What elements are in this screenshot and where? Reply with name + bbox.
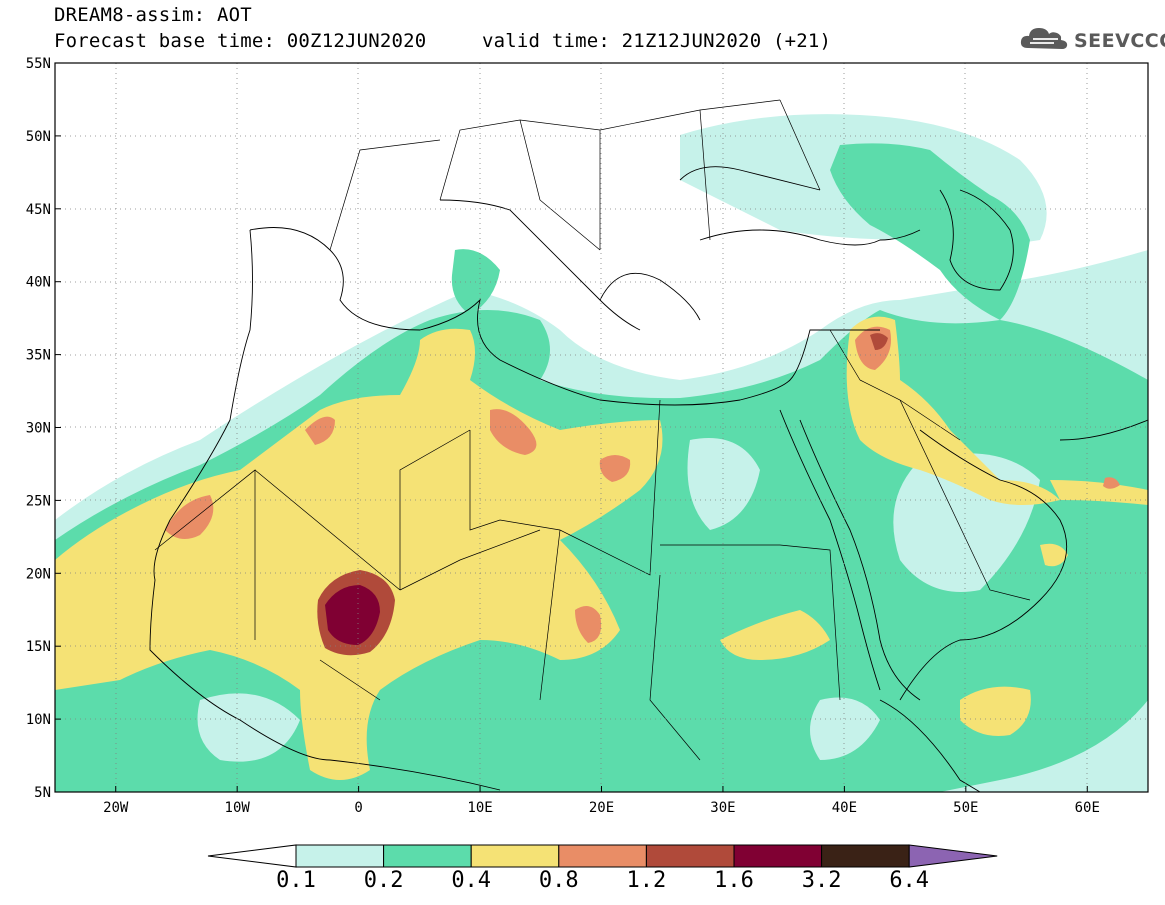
forecast-times: Forecast base time: 00Z12JUN2020 valid ti… xyxy=(54,30,831,52)
lon-tick-label: 20E xyxy=(589,800,614,816)
lat-tick-label: 55N xyxy=(26,56,51,72)
colorbar-label: 0.2 xyxy=(363,868,404,893)
lon-tick-label: 30E xyxy=(710,800,735,816)
lon-tick-label: 0 xyxy=(354,800,362,816)
lon-tick-label: 10W xyxy=(225,800,251,816)
colorbar-swatch xyxy=(383,844,472,868)
colorbar-swatch xyxy=(733,844,823,868)
seevccc-logo: SEEVCCC xyxy=(1018,22,1165,58)
colorbar-swatch xyxy=(558,844,647,868)
lon-tick-label: 60E xyxy=(1075,800,1100,816)
lat-tick-label: 30N xyxy=(26,421,51,437)
lat-tick-label: 35N xyxy=(26,348,51,364)
lat-tick-label: 25N xyxy=(26,493,51,509)
colorbar xyxy=(207,844,998,868)
aot-band-1.6 xyxy=(325,585,380,645)
colorbar-swatch xyxy=(821,844,910,868)
valid-time-label: valid time: 21Z12JUN2020 (+21) xyxy=(482,30,832,52)
colorbar-swatch xyxy=(295,844,385,868)
colorbar-label: 6.4 xyxy=(889,868,930,893)
lon-tick-label: 20W xyxy=(103,800,129,816)
map-title: DREAM8-assim: AOT xyxy=(54,4,252,26)
colorbar-label: 0.8 xyxy=(538,868,579,893)
aot-band-1.2-iraq xyxy=(870,333,888,350)
lat-tick-label: 40N xyxy=(26,275,51,291)
graticule xyxy=(55,63,1148,792)
aot-fields xyxy=(55,63,1148,792)
colorbar-label: 1.6 xyxy=(714,868,754,893)
colorbar-min-arrow xyxy=(207,844,297,868)
coastlines xyxy=(149,166,1148,792)
colorbar-label: 1.2 xyxy=(626,868,667,893)
lat-tick-label: 45N xyxy=(26,202,51,218)
lon-tick-label: 40E xyxy=(832,800,857,816)
lon-tick-label: 50E xyxy=(953,800,978,816)
colorbar-label: 0.4 xyxy=(451,868,492,893)
lon-tick-label: 10E xyxy=(467,800,492,816)
lat-tick-label: 15N xyxy=(26,639,51,655)
aot-band-0.8 xyxy=(165,326,1120,643)
colorbar-swatch xyxy=(470,844,560,868)
lat-tick-label: 10N xyxy=(26,712,51,728)
colorbar-label: 3.2 xyxy=(801,868,842,893)
lat-tick-label: 50N xyxy=(26,129,51,145)
lat-tick-label: 20N xyxy=(26,566,51,582)
base-time-label: Forecast base time: 00Z12JUN2020 xyxy=(54,30,427,52)
colorbar-max-arrow xyxy=(908,844,998,868)
lat-ticks: 55N 50N 45N 40N 35N 30N 25N 20N 15N 10N 5N xyxy=(26,56,61,801)
cloud-icon xyxy=(1020,28,1068,49)
lon-ticks: 20W 10W 0 10E 20E 30E 40E 50E 60E xyxy=(103,786,1100,816)
logo-text: SEEVCCC xyxy=(1074,30,1165,52)
colorbar-label: 0.1 xyxy=(276,868,316,893)
colorbar-swatch xyxy=(645,844,735,868)
lat-tick-label: 5N xyxy=(34,785,51,801)
